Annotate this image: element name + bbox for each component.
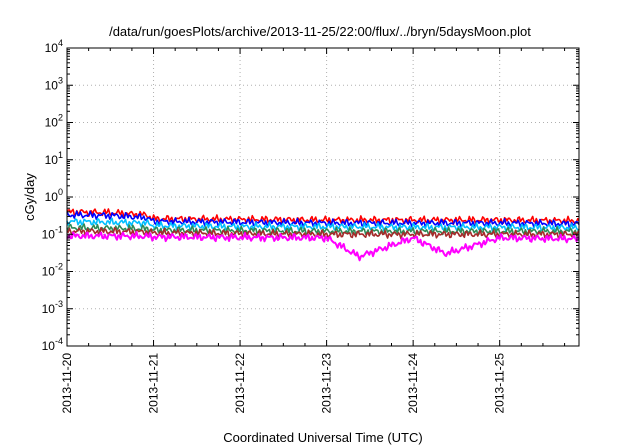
- y-tick-label: 10-2: [42, 262, 63, 279]
- chart-title: /data/run/goesPlots/archive/2013-11-25/2…: [109, 24, 531, 39]
- series-line: [66, 210, 580, 229]
- series-line: [66, 230, 580, 262]
- y-tick-label: 10-3: [42, 299, 63, 316]
- x-tick-label: 2013-11-22: [233, 353, 247, 414]
- y-tick-label: 104: [45, 38, 63, 55]
- x-tick-label: 2013-11-20: [60, 353, 74, 414]
- y-tick-label: 10-1: [42, 224, 63, 241]
- x-tick-label: 2013-11-21: [147, 353, 161, 414]
- series-line: [66, 226, 580, 240]
- x-axis: 2013-11-20 2013-11-21 2013-11-22 2013-11-23…: [60, 48, 566, 414]
- series-lines: [66, 208, 580, 262]
- y-tick-label: 102: [45, 113, 63, 130]
- x-axis-label: Coordinated Universal Time (UTC): [223, 430, 422, 445]
- x-tick-label: 2013-11-23: [320, 353, 334, 414]
- y-tick-label: 101: [45, 150, 63, 167]
- y-tick-label: 10-4: [42, 336, 63, 353]
- x-tick-label: 2013-11-24: [406, 353, 420, 414]
- y-tick-label: 100: [45, 187, 63, 204]
- y-axis: 104 103 102 101 100 10-1 10-2 10-3 10-4: [42, 38, 579, 353]
- y-axis-label: cGy/day: [22, 173, 37, 221]
- y-tick-label: 103: [45, 75, 63, 92]
- series-line: [66, 223, 580, 237]
- x-tick-label: 2013-11-25: [493, 353, 507, 414]
